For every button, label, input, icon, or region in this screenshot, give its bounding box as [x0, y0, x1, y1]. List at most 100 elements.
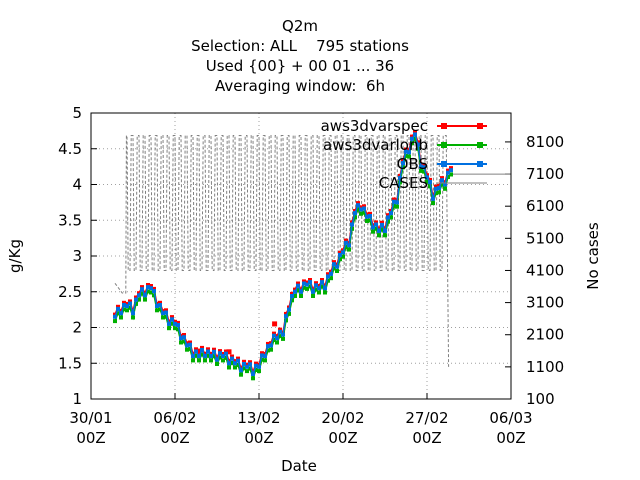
series-point-aws3dvarspec [245, 362, 249, 367]
series-point-obs [278, 329, 282, 334]
series-point-obs [209, 354, 213, 359]
series-point-aws3dvarlonb [128, 305, 132, 310]
legend-label: aws3dvarlonb [323, 136, 428, 154]
series-point-aws3dvarlonb [413, 136, 417, 141]
series-point-obs [350, 222, 354, 227]
series-point-obs [149, 286, 153, 291]
series-point-obs [386, 215, 390, 220]
series-point-aws3dvarspec [206, 347, 210, 352]
series-point-aws3dvarlonb [254, 368, 258, 372]
series-point-aws3dvarspec [146, 283, 150, 287]
series-point-obs [194, 349, 198, 354]
legend-swatch-marker [441, 142, 447, 148]
series-point-aws3dvarlonb [257, 369, 261, 374]
series-point-obs [146, 285, 150, 290]
y-ticks-left: 1 1.5 2 2.5 3 3.5 4 4.5 5 [58, 104, 97, 408]
series-point-obs [410, 136, 414, 141]
title-line-4: Averaging window: 6h [215, 77, 385, 95]
series-point-obs [341, 250, 345, 255]
series-point-obs [446, 170, 450, 175]
series-point-aws3dvarspec [284, 311, 288, 316]
series-point-aws3dvarlonb [275, 340, 279, 345]
series-point-aws3dvarlonb [212, 354, 216, 359]
series-point-aws3dvarlonb [149, 290, 153, 295]
series-point-aws3dvarlonb [338, 257, 342, 262]
series-point-obs [416, 142, 420, 147]
series-point-aws3dvarlonb [209, 358, 213, 363]
series-point-aws3dvarspec [290, 291, 294, 296]
y-tick-label: 1.5 [58, 354, 82, 372]
series-point-aws3dvarlonb [188, 346, 192, 351]
series-point-aws3dvarspec [368, 211, 372, 216]
series-point-aws3dvarspec [212, 347, 216, 352]
series-point-obs [284, 314, 288, 319]
series-point-aws3dvarspec [380, 220, 384, 225]
series-point-obs [392, 199, 396, 204]
series-point-aws3dvarlonb [269, 347, 273, 352]
series-point-aws3dvarlonb [203, 358, 207, 363]
series-point-obs [398, 176, 402, 181]
series-point-obs [236, 358, 240, 363]
series-point-obs [377, 229, 381, 233]
series-point-aws3dvarlonb [131, 315, 135, 320]
data-series [113, 130, 453, 381]
series-point-aws3dvarlonb [380, 227, 384, 232]
series-point-aws3dvarlonb [215, 362, 219, 366]
series-point-aws3dvarspec [242, 359, 246, 364]
x-tick-label-hour: 00Z [76, 429, 105, 447]
series-point-aws3dvarlonb [401, 165, 405, 170]
series-point-obs [161, 311, 165, 316]
series-point-obs [125, 304, 129, 309]
legend-label: CASES [379, 174, 428, 192]
series-point-obs [395, 200, 399, 205]
x-tick-label-hour: 00Z [412, 429, 441, 447]
y2-tick-label: 5100 [526, 229, 564, 247]
series-point-obs [428, 180, 432, 184]
series-point-aws3dvarspec [173, 319, 177, 324]
series-point-aws3dvarspec [236, 356, 240, 361]
y-tick-label: 3.5 [58, 211, 82, 229]
series-point-obs [314, 283, 318, 288]
series-point-obs [371, 225, 375, 230]
series-point-obs [317, 286, 321, 291]
series-point-aws3dvarspec [305, 280, 309, 285]
series-point-obs [440, 178, 444, 183]
series-point-aws3dvarspec [308, 278, 312, 282]
series-point-obs [407, 150, 411, 155]
series-point-aws3dvarspec [338, 250, 342, 255]
series-point-aws3dvarspec [293, 287, 297, 292]
series-point-obs [320, 280, 324, 285]
title-line-3: Used {00} + 00 01 ... 36 [206, 57, 394, 75]
series-point-aws3dvarspec [221, 352, 225, 356]
series-point-aws3dvarlonb [116, 311, 120, 316]
series-point-aws3dvarspec [356, 201, 360, 206]
series-point-aws3dvarlonb [431, 201, 435, 206]
series-point-obs [308, 280, 312, 285]
y2-tick-label: 2100 [526, 326, 564, 344]
series-point-aws3dvarlonb [446, 175, 450, 179]
series-point-aws3dvarspec [446, 168, 450, 173]
y2-tick-label: 6100 [526, 197, 564, 215]
series-point-aws3dvarspec [428, 177, 432, 182]
series-point-aws3dvarlonb [158, 307, 162, 312]
series-point-obs [287, 307, 291, 312]
series-point-obs [158, 303, 162, 307]
series-point-obs [143, 293, 147, 298]
series-point-aws3dvarspec [185, 341, 189, 346]
series-point-obs [233, 361, 237, 366]
series-point-aws3dvarspec [209, 352, 213, 356]
series-point-aws3dvarspec [230, 354, 234, 359]
series-point-aws3dvarlonb [155, 308, 159, 313]
series-point-aws3dvarlonb [206, 353, 210, 358]
series-point-aws3dvarlonb [434, 191, 438, 196]
series-point-aws3dvarlonb [176, 327, 180, 332]
series-point-aws3dvarspec [254, 361, 258, 366]
series-point-aws3dvarspec [226, 349, 232, 355]
series-point-aws3dvarspec [128, 299, 132, 304]
series-point-aws3dvarlonb [122, 307, 126, 312]
series-point-obs [365, 214, 369, 219]
series-point-aws3dvarlonb [272, 338, 276, 342]
series-point-aws3dvarspec [248, 360, 252, 365]
series-point-aws3dvarlonb [383, 233, 387, 238]
series-point-aws3dvarspec [260, 351, 264, 356]
